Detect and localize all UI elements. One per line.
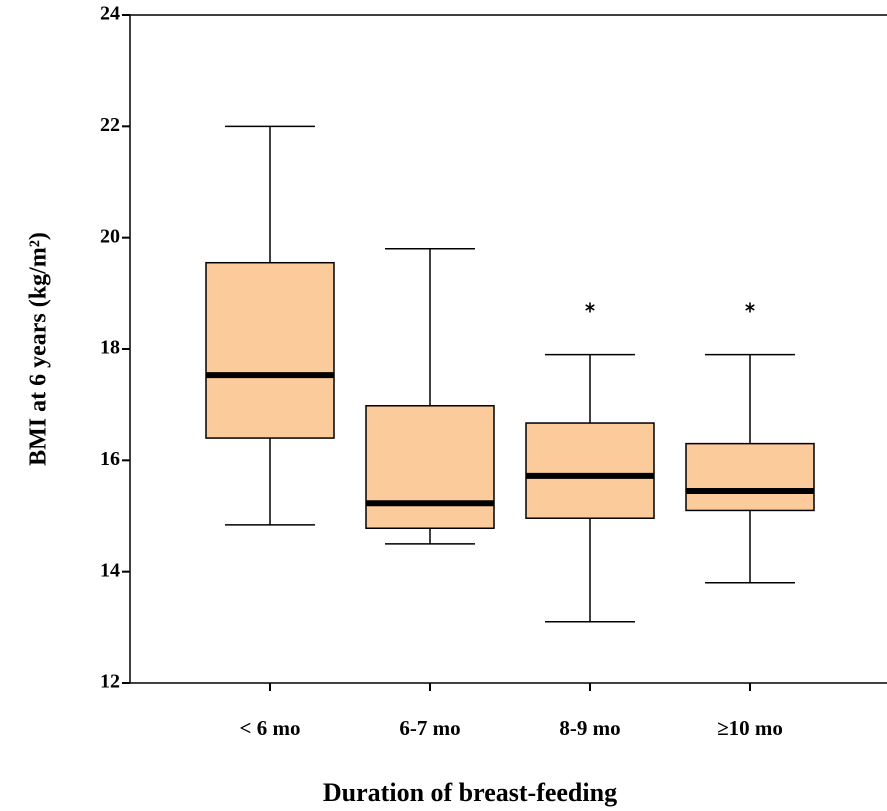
y-axis-label: BMI at 6 years (kg/m²): [26, 232, 52, 466]
outlier: [585, 302, 595, 313]
y-tick-label: 22: [100, 114, 120, 136]
x-tick-label: 8-9 mo: [559, 716, 620, 740]
x-axis-label: Duration of breast-feeding: [323, 778, 617, 807]
y-tick-label: 18: [100, 337, 120, 359]
box: [525, 422, 655, 519]
x-tick-label: 6-7 mo: [399, 716, 460, 740]
y-tick-label: 24: [100, 3, 120, 25]
x-tick-label: ≥10 mo: [717, 716, 783, 740]
box: [205, 261, 335, 439]
x-tick-label: < 6 mo: [240, 716, 301, 740]
box: [365, 405, 495, 529]
y-tick-label: 16: [100, 448, 120, 470]
y-tick-label: 12: [100, 671, 120, 693]
outlier: [745, 302, 755, 313]
y-tick-label: 14: [100, 559, 120, 581]
box: [685, 442, 815, 512]
outlier-stroke: [745, 304, 755, 311]
outlier-stroke: [585, 304, 595, 311]
y-tick-label: 20: [100, 225, 120, 247]
